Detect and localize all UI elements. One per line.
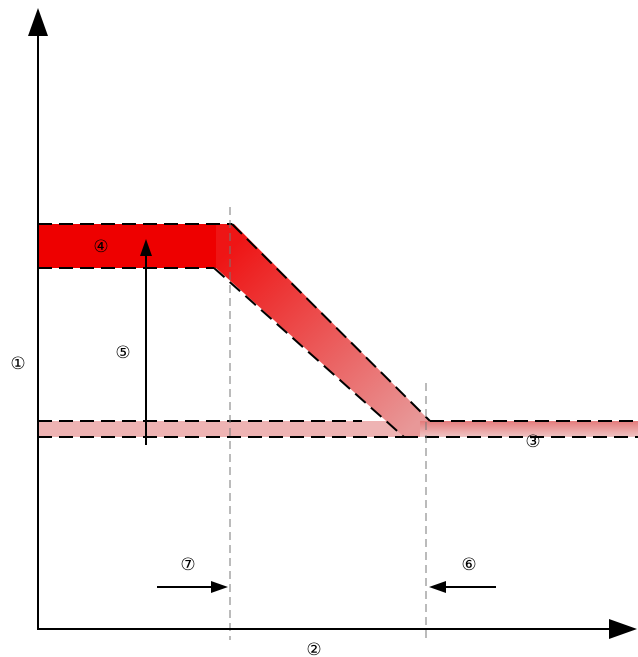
dashed-borders: [38, 223, 638, 438]
transition-band: [216, 224, 430, 437]
lower-band-left: [38, 421, 418, 437]
label-right-boundary: ⑥: [461, 555, 476, 575]
label-lower-band: ③: [525, 432, 540, 452]
y-axis-arrowhead: [28, 8, 48, 36]
lower-band-right: [420, 421, 638, 437]
label-vertical-shift: ⑤: [115, 343, 130, 363]
x-axis-arrowhead: [609, 619, 637, 639]
shift-arrow-head: [140, 239, 152, 256]
label-y-axis: ①: [10, 354, 25, 374]
right-arrow-head: [429, 581, 446, 593]
label-upper-band: ④: [93, 237, 108, 257]
label-left-boundary: ⑦: [180, 555, 195, 575]
left-arrow-head: [211, 581, 228, 593]
label-x-axis: ②: [306, 640, 321, 657]
upper-band: [38, 224, 234, 268]
